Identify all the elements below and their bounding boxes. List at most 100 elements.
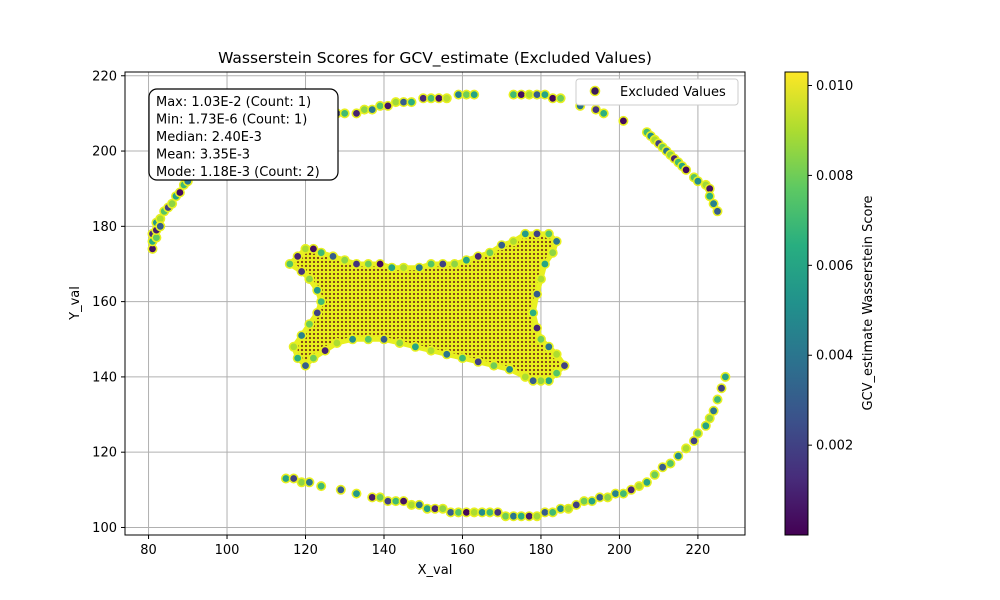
data-point	[292, 251, 303, 262]
data-point	[484, 247, 495, 258]
y-tick-label: 180	[92, 220, 117, 235]
data-point	[531, 228, 542, 239]
legend: Excluded Values	[575, 78, 739, 106]
data-point	[335, 484, 346, 495]
data-point	[543, 228, 554, 239]
colorbar-tick-label: 0.010	[816, 79, 853, 94]
x-tick-label: 220	[685, 543, 710, 558]
data-point	[339, 255, 350, 266]
stats-box-text: Max: 1.03E-2 (Count: 1) Min: 1.73E-6 (Cou…	[156, 95, 320, 180]
data-point	[331, 337, 342, 348]
data-point	[394, 337, 405, 348]
data-point	[347, 334, 358, 345]
stats-line: Mean: 3.35E-3	[156, 148, 250, 163]
data-point	[351, 258, 362, 269]
x-tick-label: 200	[607, 543, 632, 558]
legend-frame	[575, 78, 739, 106]
data-point	[320, 345, 331, 356]
data-point	[634, 481, 645, 492]
data-point	[414, 262, 425, 273]
data-point	[657, 462, 668, 473]
data-point	[398, 262, 409, 273]
data-point	[449, 258, 460, 269]
data-point	[563, 503, 574, 514]
y-tick-label: 120	[92, 446, 117, 461]
data-point	[716, 383, 727, 394]
x-tick-label: 180	[529, 543, 554, 558]
data-point	[704, 413, 715, 424]
data-point	[492, 507, 503, 518]
colorbar-gradient	[784, 71, 809, 536]
colorbar-tick-label: 0.004	[816, 349, 853, 364]
data-point	[598, 108, 609, 119]
data-point	[681, 164, 692, 175]
data-point	[551, 349, 562, 360]
data-point	[555, 93, 566, 104]
x-axis-label: X_val	[418, 563, 453, 578]
data-point	[473, 356, 484, 367]
data-point	[296, 266, 307, 277]
data-point	[528, 375, 539, 386]
data-point	[712, 206, 723, 217]
data-point	[708, 198, 719, 209]
data-point	[375, 258, 386, 269]
x-axis: 80 100 120 140 160 180 200 220	[140, 535, 710, 558]
data-point	[708, 405, 719, 416]
colorbar: 0.002 0.004 0.006 0.008 0.010 GCV_estimate W…	[784, 71, 876, 536]
y-tick-label: 100	[92, 521, 117, 536]
data-point	[700, 420, 711, 431]
data-point	[308, 243, 319, 254]
data-point	[296, 330, 307, 341]
data-point	[292, 353, 303, 364]
colorbar-tick-label: 0.002	[816, 439, 853, 454]
data-point	[426, 345, 437, 356]
data-point	[426, 258, 437, 269]
data-point	[626, 484, 637, 495]
data-point	[457, 353, 468, 364]
x-tick-label: 160	[450, 543, 475, 558]
y-tick-label: 220	[92, 69, 117, 84]
data-point	[473, 251, 484, 262]
x-tick-label: 80	[140, 543, 157, 558]
data-point	[437, 503, 448, 514]
data-point	[496, 240, 507, 251]
stats-line: Min: 1.73E-6 (Count: 1)	[156, 113, 307, 128]
data-point	[551, 236, 562, 247]
data-point	[508, 236, 519, 247]
data-point	[375, 492, 386, 503]
data-point	[673, 450, 684, 461]
data-point	[539, 89, 550, 100]
data-point	[327, 251, 338, 262]
data-point	[378, 334, 389, 345]
y-axis: 100 120 140 160 180 200 220	[92, 69, 125, 536]
data-points	[147, 89, 731, 522]
data-point	[704, 191, 715, 202]
x-tick-label: 100	[215, 543, 240, 558]
data-point	[316, 481, 327, 492]
data-point	[367, 104, 378, 115]
colorbar-label: GCV_estimate Wasserstein Score	[861, 195, 876, 410]
data-point	[681, 443, 692, 454]
data-point	[304, 477, 315, 488]
stats-line: Median: 2.40E-3	[156, 130, 262, 145]
data-point	[469, 89, 480, 100]
data-point	[531, 289, 542, 300]
legend-label: Excluded Values	[620, 85, 726, 100]
data-point	[692, 176, 703, 187]
data-point	[398, 496, 409, 507]
data-point	[547, 247, 558, 258]
data-point	[288, 473, 299, 484]
data-point	[155, 221, 166, 232]
data-point	[665, 458, 676, 469]
colorbar-tick-label: 0.006	[816, 259, 853, 274]
stats-line: Mode: 1.18E-3 (Count: 2)	[156, 165, 320, 180]
data-point	[414, 499, 425, 510]
data-point	[441, 349, 452, 360]
data-point	[551, 368, 562, 379]
data-point	[437, 258, 448, 269]
data-point	[531, 511, 542, 522]
data-point	[649, 469, 660, 480]
data-point	[559, 360, 570, 371]
data-point	[284, 258, 295, 269]
